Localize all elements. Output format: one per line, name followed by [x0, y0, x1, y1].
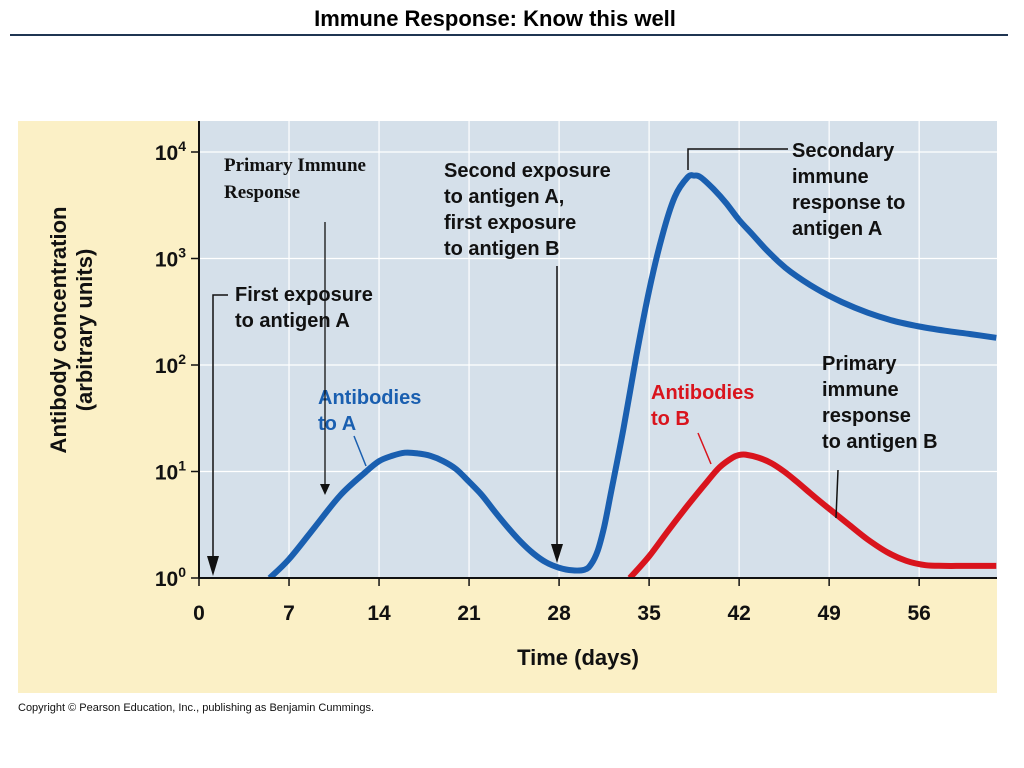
y-tick-label-10-2: 102	[155, 351, 186, 378]
x-tick-label-21: 21	[457, 602, 481, 625]
annotation-second-exposure-line-2: to antigen A,	[444, 186, 564, 208]
annotation-second-exposure-line-1: Second exposure	[444, 160, 611, 182]
annotation-primary-response-b-line-4: to antigen B	[822, 431, 938, 453]
annotation-primary-response-b-leader	[835, 469, 839, 519]
annotation-secondary-response-a: Secondary immune response to antigen A	[687, 140, 905, 240]
series-label-b-line-1: Antibodies	[651, 382, 754, 404]
x-tick-label-28: 28	[547, 602, 571, 625]
x-tick-label-7: 7	[283, 602, 295, 625]
annotation-primary-response-b-line-2: immune	[822, 379, 899, 401]
annotation-first-exposure-a-line-1: First exposure	[235, 284, 373, 306]
series-label-a: Antibodies to A	[318, 387, 421, 467]
y-axis-title: Antibody concentration (arbitrary units)	[46, 207, 97, 454]
annotation-secondary-response-a-line-4: antigen A	[792, 218, 882, 240]
y-tick-label-10-4: 104	[155, 138, 186, 165]
series-label-b-leader	[697, 432, 712, 465]
series-lines	[267, 172, 997, 578]
series-line-antibodies-b	[627, 451, 997, 578]
plot-area	[199, 121, 997, 578]
x-tick-label-49: 49	[817, 602, 840, 625]
annotation-secondary-response-a-line-3: response to	[792, 192, 905, 214]
y-axis-title-line-2: (arbitrary units)	[72, 249, 97, 412]
x-tick-label-56: 56	[907, 602, 930, 625]
annotation-first-exposure-a-arrow	[212, 294, 228, 562]
x-axis-title: Time (days)	[517, 645, 639, 670]
annotation-first-exposure-a-arrowhead	[207, 556, 219, 576]
annotation-primary-immune-response-line-1: Primary Immune	[224, 155, 366, 176]
annotation-secondary-response-a-line-1: Secondary	[792, 140, 895, 162]
y-tick-label-10-1: 101	[155, 458, 186, 485]
axes: 0 7 14 21 28 35 42 49 56 104 103 102 101 100	[155, 121, 997, 625]
annotation-second-exposure-line-4: to antigen B	[444, 238, 560, 260]
annotation-primary-immune-response-arrowhead	[320, 484, 330, 495]
annotation-primary-response-b: Primary immune response to antigen B	[822, 353, 938, 519]
title-divider	[10, 34, 1008, 36]
annotation-first-exposure-a: First exposure to antigen A	[207, 284, 373, 576]
annotation-second-exposure-arrowhead	[551, 544, 563, 563]
annotation-primary-response-b-line-1: Primary	[822, 353, 897, 375]
series-label-a-leader	[353, 435, 367, 467]
annotation-primary-response-b-line-3: response	[822, 405, 911, 427]
x-tick-label-0: 0	[193, 602, 205, 625]
series-line-antibodies-a	[267, 172, 997, 578]
annotation-second-exposure-line-3: first exposure	[444, 212, 576, 234]
annotation-first-exposure-a-line-2: to antigen A	[235, 310, 350, 332]
grid-lines	[199, 121, 997, 578]
x-tick-label-35: 35	[637, 602, 661, 625]
y-tick-label-10-3: 103	[155, 245, 186, 272]
y-axis-title-line-1: Antibody concentration	[46, 207, 71, 454]
annotation-secondary-response-a-leader	[687, 148, 788, 170]
annotation-primary-immune-response-line-2: Response	[224, 182, 300, 203]
x-tick-label-42: 42	[727, 602, 750, 625]
annotation-second-exposure: Second exposure to antigen A, first expo…	[444, 160, 611, 563]
slide-title: Immune Response: Know this well	[314, 6, 676, 31]
series-label-b: Antibodies to B	[651, 382, 754, 465]
annotation-secondary-response-a-line-2: immune	[792, 166, 869, 188]
copyright-notice: Copyright © Pearson Education, Inc., pub…	[18, 702, 375, 714]
y-tick-label-10-0: 100	[155, 564, 186, 591]
series-label-a-line-1: Antibodies	[318, 387, 421, 409]
series-label-a-line-2: to A	[318, 413, 356, 435]
x-tick-label-14: 14	[367, 602, 391, 625]
annotation-primary-immune-response: Primary Immune Response	[224, 155, 366, 495]
series-label-b-line-2: to B	[651, 408, 690, 430]
